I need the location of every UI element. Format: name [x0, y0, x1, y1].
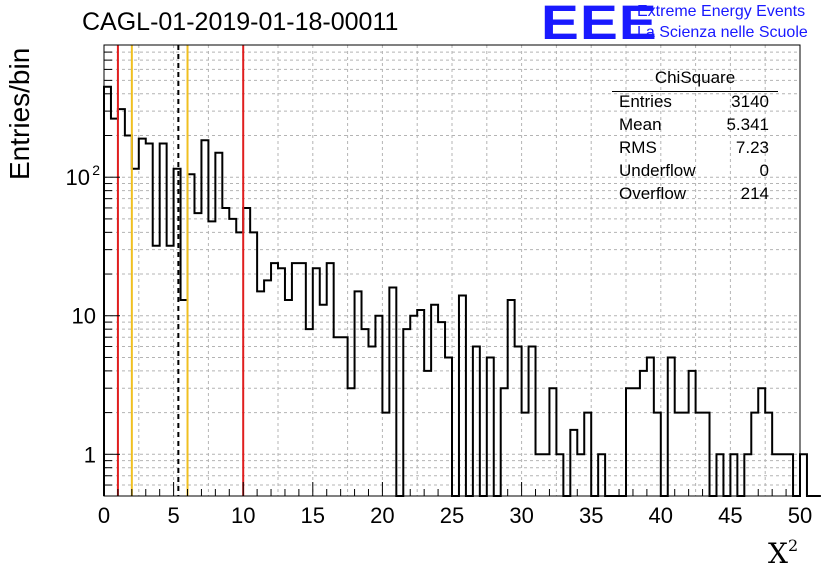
- stats-key: Entries: [619, 92, 672, 111]
- x-tick-label: 30: [509, 503, 533, 528]
- stats-value: 3140: [731, 92, 769, 111]
- x-axis-label-superscript: 2: [787, 536, 799, 555]
- stats-key: Mean: [619, 115, 662, 134]
- stats-value: 5.341: [726, 115, 769, 134]
- x-axis-label: X2: [768, 536, 798, 570]
- y-tick-label: 1: [84, 442, 96, 467]
- stats-box-rule: [612, 91, 778, 92]
- x-tick-label: 0: [98, 503, 110, 528]
- y-axis-label: Entries/bin: [4, 47, 35, 180]
- chart-title: CAGL-01-2019-01-18-00011: [82, 8, 399, 36]
- x-tick-label: 5: [167, 503, 179, 528]
- x-tick-label: 25: [440, 503, 464, 528]
- x-tick-label: 10: [231, 503, 255, 528]
- x-tick-label: 50: [788, 503, 812, 528]
- eee-logo-mark: EEE: [541, 0, 658, 50]
- stats-box-title: ChiSquare: [654, 68, 736, 87]
- stats-value: 0: [759, 161, 769, 180]
- y-tick-label-exponent: 2: [92, 162, 100, 178]
- stats-row-entries: Entries 3140: [619, 92, 769, 114]
- x-tick-label: 40: [649, 503, 673, 528]
- stats-value: 7.23: [735, 138, 769, 157]
- x-tick-label: 15: [301, 503, 325, 528]
- stats-key: Overflow: [619, 184, 687, 203]
- y-tick-label: 10: [66, 165, 90, 190]
- x-axis-label-base: X: [768, 537, 788, 570]
- stats-row-mean: Mean 5.341: [619, 115, 769, 137]
- stats-row-overflow: Overflow 214: [619, 184, 769, 206]
- logo-line-1: Extreme Energy Events: [637, 3, 806, 20]
- logo-line-2: La Scienza nelle Scuole: [637, 24, 808, 41]
- stats-row-rms: RMS 7.23: [619, 138, 769, 160]
- stats-key: Underflow: [619, 161, 696, 180]
- x-tick-label: 45: [718, 503, 742, 528]
- x-tick-label: 35: [579, 503, 603, 528]
- x-tick-label: 20: [370, 503, 394, 528]
- stats-row-underflow: Underflow 0: [619, 161, 769, 183]
- stats-key: RMS: [619, 138, 657, 157]
- histogram-outline: [103, 85, 821, 497]
- stats-value: 214: [740, 184, 769, 203]
- y-tick-label: 10: [72, 304, 96, 329]
